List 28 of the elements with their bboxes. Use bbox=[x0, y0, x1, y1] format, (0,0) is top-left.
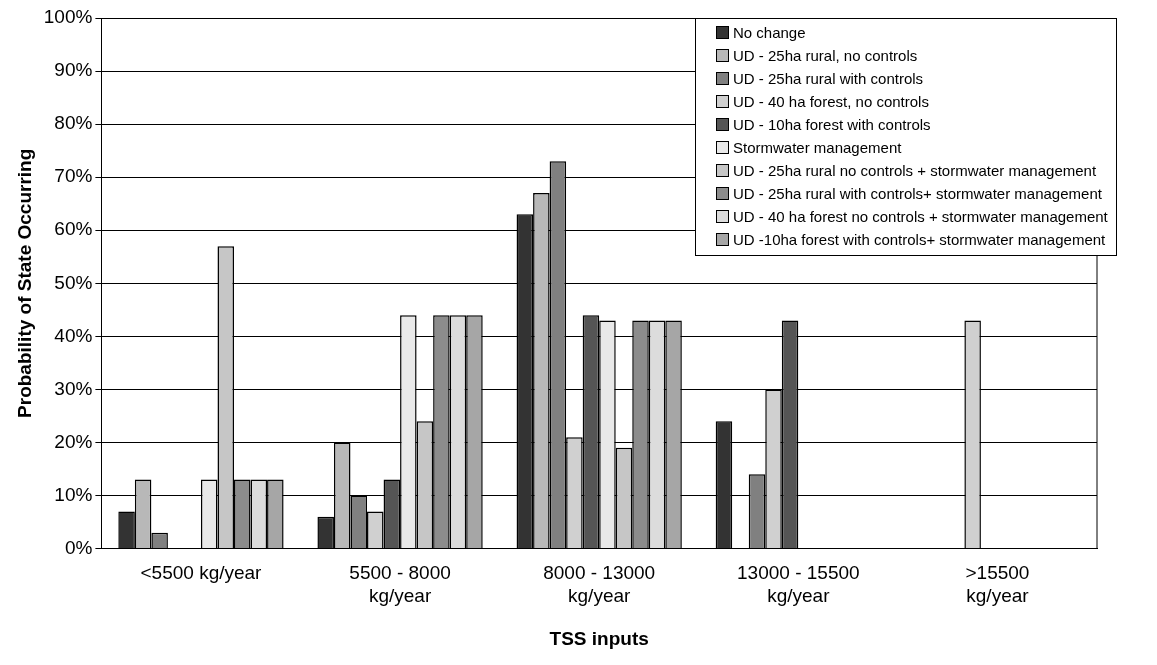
x-tick-label: 13000 - 15500 kg/year bbox=[737, 562, 860, 607]
y-tick-label: 80% bbox=[54, 112, 93, 134]
legend-label: UD - 40 ha forest, no controls bbox=[733, 92, 929, 112]
legend-label: UD - 10ha forest with controls bbox=[733, 115, 931, 135]
y-tick-label: 100% bbox=[43, 6, 93, 28]
y-tick-label: 10% bbox=[54, 483, 93, 505]
x-tick-label: <5500 kg/year bbox=[140, 562, 263, 584]
legend-label: UD - 25ha rural, no controls bbox=[733, 46, 918, 66]
y-tick-label: 40% bbox=[54, 324, 93, 346]
x-tick-label: >15500 kg/year bbox=[965, 562, 1030, 607]
legend-label: Stormwater management bbox=[733, 138, 902, 158]
legend-label: No change bbox=[733, 23, 806, 43]
y-tick-label: 20% bbox=[54, 430, 93, 452]
legend-label: UD - 25ha rural with controls+ stormwater management bbox=[733, 184, 1102, 204]
y-tick-label: 50% bbox=[54, 271, 93, 293]
y-tick-label: 70% bbox=[54, 165, 93, 187]
x-tick-label: 8000 - 13000 kg/year bbox=[543, 562, 656, 607]
y-tick-label: 60% bbox=[54, 218, 93, 240]
legend-label: UD - 25ha rural no controls + stormwater management bbox=[733, 161, 1097, 181]
legend-label: UD -10ha forest with controls+ stormwater management bbox=[733, 230, 1106, 250]
x-axis-title: TSS inputs bbox=[549, 627, 649, 649]
y-axis-title: Probability of State Occurring bbox=[13, 148, 35, 418]
y-tick-label: 0% bbox=[64, 536, 93, 558]
y-tick-label: 90% bbox=[54, 59, 93, 81]
y-tick-label: 30% bbox=[54, 377, 93, 399]
legend-label: UD - 40 ha forest no controls + stormwater management bbox=[733, 207, 1108, 227]
x-tick-label: 5500 - 8000 kg/year bbox=[349, 562, 451, 607]
legend-label: UD - 25ha rural with controls bbox=[733, 69, 924, 89]
